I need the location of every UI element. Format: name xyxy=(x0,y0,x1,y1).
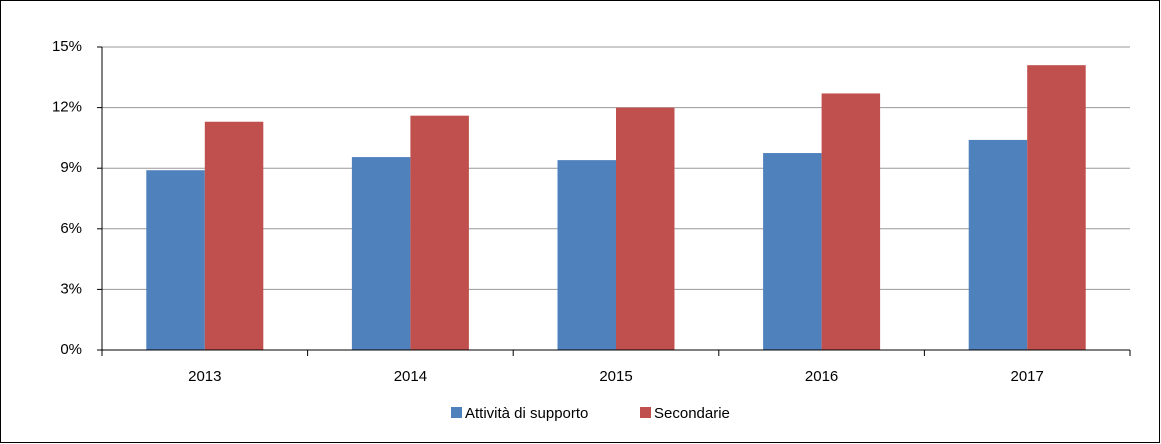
y-tick-label: 3% xyxy=(60,280,82,297)
legend-swatch xyxy=(451,407,462,418)
bar xyxy=(968,139,1028,350)
legend-label: Secondarie xyxy=(654,405,730,422)
x-tick-label: 2014 xyxy=(394,368,427,385)
y-tick-label: 0% xyxy=(60,341,82,358)
bar xyxy=(1027,65,1086,351)
bar xyxy=(146,170,205,350)
bar xyxy=(351,157,411,350)
x-tick-label: 2013 xyxy=(188,368,221,385)
bar xyxy=(763,153,822,350)
legend-label: Attività di supporto xyxy=(465,405,588,422)
legend-swatch xyxy=(640,407,651,418)
bar xyxy=(557,160,616,350)
bar xyxy=(821,93,881,351)
y-tick-label: 15% xyxy=(52,38,82,55)
y-tick-label: 12% xyxy=(52,99,82,116)
bar xyxy=(410,115,469,351)
bar xyxy=(616,107,675,350)
x-tick-label: 2017 xyxy=(1011,368,1044,385)
y-tick-label: 6% xyxy=(60,220,82,237)
y-tick-label: 9% xyxy=(60,159,82,176)
x-tick-label: 2015 xyxy=(599,368,632,385)
bar xyxy=(204,121,264,351)
x-tick-label: 2016 xyxy=(805,368,838,385)
